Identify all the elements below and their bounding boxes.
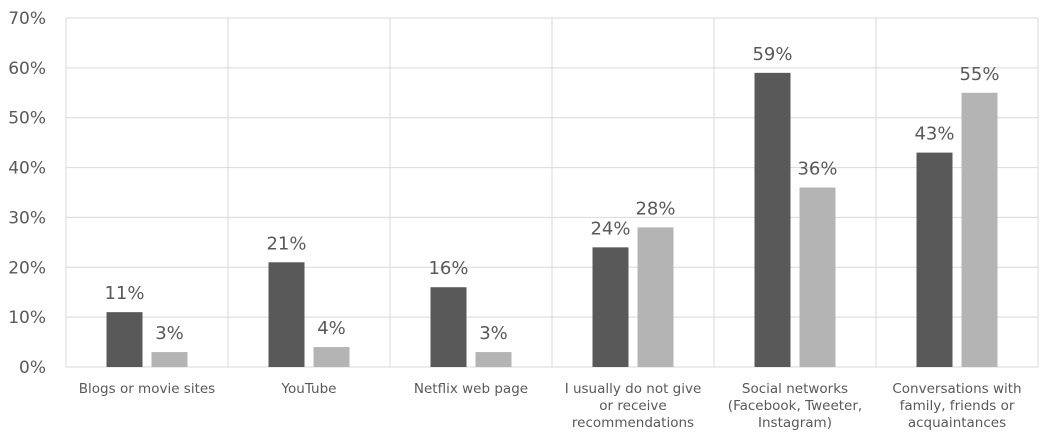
x-axis-category-labels: Blogs or movie sites YouTube Netflix web p… — [79, 381, 1022, 431]
data-labels: 11% 3% 21% 4% 16% 3% 24%28% 59% 36% 43% 55% — [104, 44, 999, 344]
bar-series-1 — [916, 152, 953, 367]
bars — [106, 72, 998, 368]
bar-series-2 — [961, 92, 998, 368]
data-label: 3% — [479, 323, 508, 344]
bar-series-2 — [799, 187, 836, 367]
y-tick-label: 50% — [8, 109, 46, 129]
bar-series-1 — [754, 72, 791, 367]
data-label: 4% — [317, 318, 346, 339]
y-axis-tick-labels: 0% 10% 20% 30% 40% 50% 60% 70% — [8, 9, 46, 378]
x-category-label: acquaintances — [908, 415, 1006, 431]
data-label: 21% — [266, 233, 306, 254]
x-category-label: recommendations — [572, 415, 694, 431]
y-tick-label: 60% — [8, 59, 46, 79]
x-category-label: Conversations with — [892, 381, 1021, 397]
data-label: 43% — [914, 124, 954, 145]
x-category-label: (Facebook, Tweeter, — [728, 398, 862, 414]
bar-series-1 — [268, 262, 305, 367]
data-label: 11% — [104, 283, 144, 304]
bar-series-1 — [106, 312, 143, 367]
data-label: 59% — [752, 44, 792, 65]
bar-series-1 — [592, 247, 629, 367]
x-category-label: YouTube — [281, 381, 337, 397]
y-tick-label: 40% — [8, 159, 46, 179]
y-tick-label: 70% — [8, 9, 46, 29]
y-tick-label: 0% — [19, 358, 46, 378]
x-category-label: I usually do not give — [565, 381, 702, 397]
data-label: 24% — [590, 218, 630, 239]
y-tick-label: 30% — [8, 208, 46, 228]
data-label: 55% — [959, 64, 999, 85]
x-category-label: Netflix web page — [414, 381, 528, 397]
bar-series-2 — [637, 227, 674, 367]
y-tick-label: 10% — [8, 308, 46, 328]
bar-series-2 — [151, 352, 188, 367]
data-label: 36% — [797, 159, 837, 180]
bar-series-2 — [313, 347, 350, 367]
bar-series-2 — [475, 352, 512, 367]
gridlines — [65, 17, 1039, 368]
x-category-label: or receive — [599, 398, 666, 414]
data-label: 3% — [155, 323, 184, 344]
x-category-label: Social networks — [742, 381, 848, 397]
bar-series-1 — [430, 287, 467, 367]
data-label: 16% — [428, 258, 468, 279]
y-tick-label: 20% — [8, 258, 46, 278]
x-category-label: family, friends or — [900, 398, 1015, 414]
x-category-label: Instagram) — [758, 415, 832, 431]
x-category-label: Blogs or movie sites — [79, 381, 215, 397]
data-label: 28% — [635, 198, 675, 219]
